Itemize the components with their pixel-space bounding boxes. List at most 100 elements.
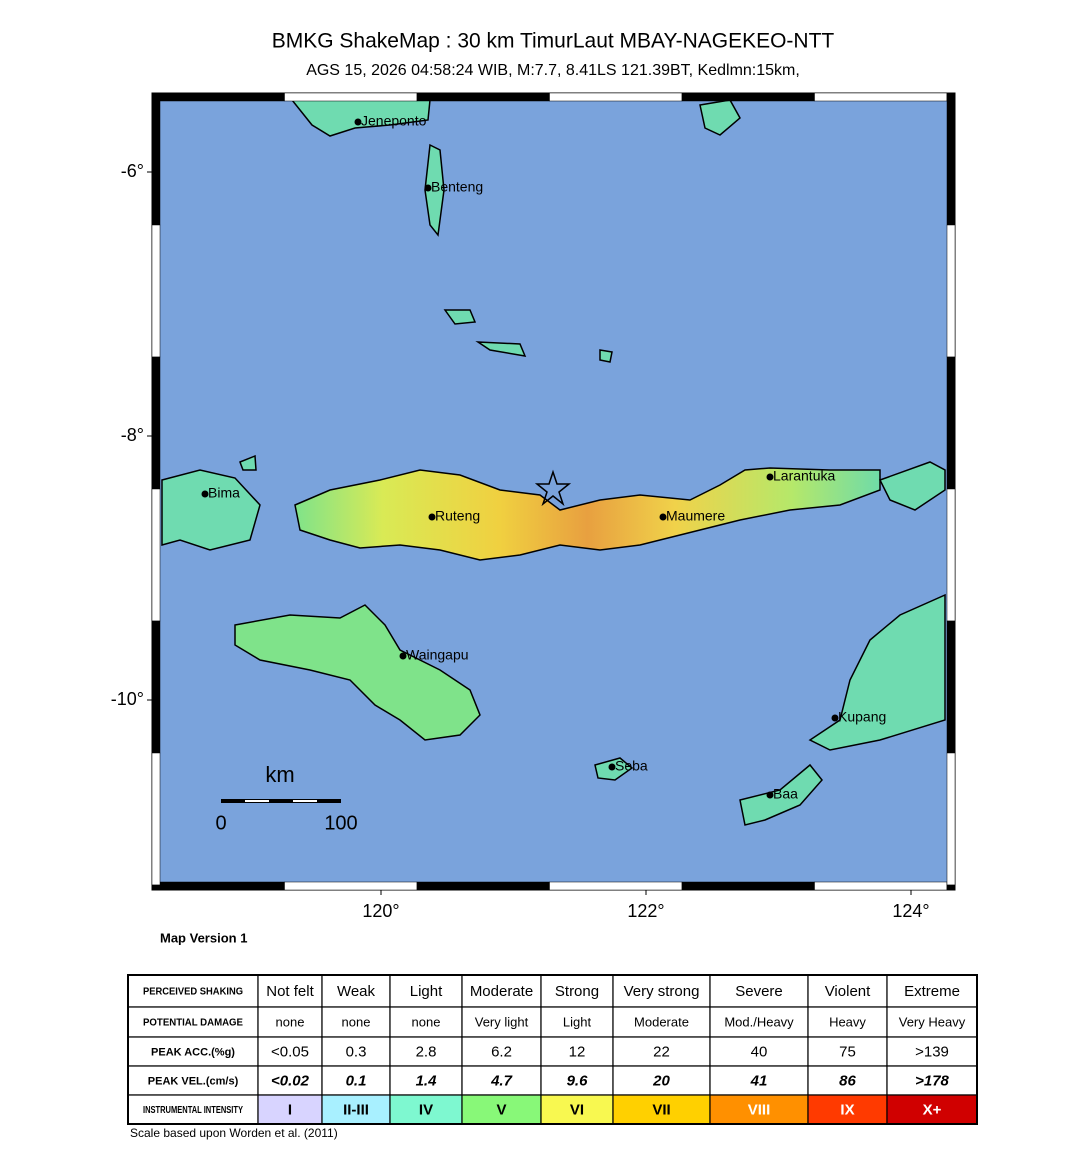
frame-segment: [946, 224, 956, 358]
table-value: 6.2: [491, 1043, 512, 1060]
table-value: 12: [569, 1043, 586, 1060]
table-cell: [389, 1006, 463, 1038]
table-value: Very light: [475, 1014, 529, 1029]
city-label: Maumere: [666, 508, 725, 524]
table-value: Not felt: [266, 983, 314, 1000]
frame-segment: [416, 92, 550, 102]
frame-segment: [814, 881, 948, 891]
frame-segment: [946, 356, 956, 490]
island: [739, 763, 823, 826]
table-value: 0.1: [346, 1072, 367, 1089]
city-label: Benteng: [431, 179, 483, 195]
table-cell: [321, 1094, 391, 1125]
city-dot: [428, 513, 436, 521]
title: BMKG ShakeMap : 30 km TimurLaut MBAY-NAG…: [272, 30, 835, 53]
table-cell: [709, 974, 809, 1008]
table-cell: [540, 1006, 614, 1038]
table-cell: [540, 974, 614, 1008]
table-value: 2.8: [416, 1043, 437, 1060]
frame-segment: [549, 92, 683, 102]
frame-segment: [284, 92, 418, 102]
row-header: POTENTIAL DAMAGE: [143, 1018, 243, 1029]
table-border: [127, 974, 978, 1125]
city-dot: [424, 184, 432, 192]
table-cell: [709, 1094, 809, 1125]
table-value: Mod./Heavy: [724, 1014, 794, 1029]
table-cell: [612, 1065, 711, 1096]
table-value: 86: [839, 1072, 856, 1089]
frame-segment: [284, 881, 418, 891]
frame-segment: [946, 620, 956, 754]
table-cell: [127, 1094, 259, 1125]
x-tick-label: 124°: [892, 901, 929, 921]
scale-bar: [221, 799, 341, 803]
frame-segment: [814, 92, 948, 102]
scale-bar-segment: [293, 800, 317, 802]
table-value: none: [412, 1014, 441, 1029]
row-header: PEAK ACC.(%g): [151, 1046, 235, 1058]
city-label: Jeneponto: [361, 113, 427, 129]
table-cell: [461, 1065, 542, 1096]
y-tick-label: -8°: [121, 425, 144, 445]
islet: [239, 309, 613, 471]
island: [808, 593, 946, 751]
table-value: IX: [840, 1101, 854, 1118]
row-header: PEAK VEL.(cm/s): [148, 1075, 239, 1087]
island: [424, 143, 445, 237]
row-header: INSTRUMENTAL INTENSITY: [143, 1105, 243, 1116]
table-value: 1.4: [416, 1072, 438, 1089]
frame-segment: [151, 92, 285, 102]
table-cell: [321, 1006, 391, 1038]
table-cell: [540, 1036, 614, 1067]
city-label: Ruteng: [435, 508, 480, 524]
table-value: Moderate: [634, 1014, 689, 1029]
scale-label: 0: [215, 812, 226, 834]
table-value: <0.02: [271, 1072, 310, 1089]
table-value: Moderate: [470, 983, 533, 1000]
city-label: Seba: [615, 758, 648, 774]
frame-segment: [151, 752, 161, 886]
y-tick-label: -10°: [111, 689, 144, 709]
table-value: Strong: [555, 983, 599, 1000]
city-label: Larantuka: [773, 468, 835, 484]
table-cell: [612, 974, 711, 1008]
frame-segment: [946, 92, 956, 226]
table-value: VIII: [748, 1101, 771, 1118]
frame-segment: [946, 752, 956, 886]
city-dot: [831, 714, 839, 722]
table-value: 22: [653, 1043, 670, 1060]
subtitle: AGS 15, 2026 04:58:24 WIB, M:7.7, 8.41LS…: [306, 62, 800, 79]
city-dot: [659, 513, 667, 521]
frame-segment: [681, 92, 815, 102]
frame-segment: [151, 881, 285, 891]
footnote: Scale based upon Worden et al. (2011): [130, 1126, 338, 1140]
table-value: Weak: [337, 983, 376, 1000]
table-cell: [321, 974, 391, 1008]
table-cell: [709, 1006, 809, 1038]
frame-segment: [151, 620, 161, 754]
island: [878, 461, 946, 511]
table-value: 40: [751, 1043, 768, 1060]
city-label: Kupang: [838, 709, 886, 725]
city-dot: [354, 118, 362, 126]
island: [161, 469, 261, 551]
table-value: Light: [410, 983, 443, 1000]
x-tick-label: 120°: [362, 901, 399, 921]
table-cell: [886, 974, 978, 1008]
table-cell: [321, 1065, 391, 1096]
table-value: Very strong: [624, 983, 700, 1000]
table-value: VI: [570, 1101, 584, 1118]
table-cell: [886, 1036, 978, 1067]
frame-segment: [681, 881, 815, 891]
frame-segment: [151, 224, 161, 358]
table-value: I: [288, 1101, 292, 1118]
table-cell: [612, 1006, 711, 1038]
table-cell: [709, 1065, 809, 1096]
city-dot: [766, 791, 774, 799]
city-label: Bima: [208, 485, 240, 501]
scale-unit: km: [265, 762, 294, 787]
frame-segment: [151, 92, 161, 226]
frame-segment: [549, 881, 683, 891]
city-dot: [399, 652, 407, 660]
table-cell: [886, 1065, 978, 1096]
